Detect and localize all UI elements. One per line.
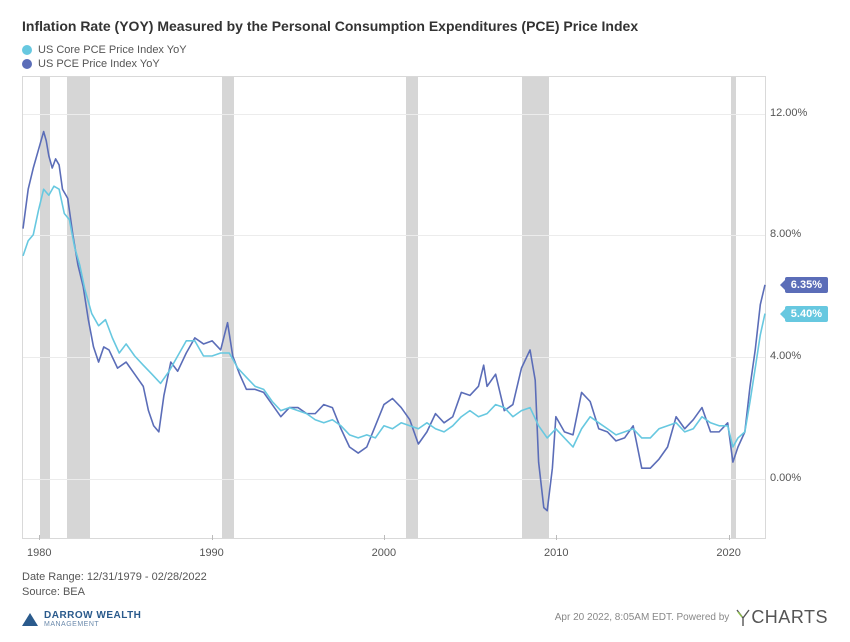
legend-swatch <box>22 45 32 55</box>
x-tick-mark <box>384 535 385 540</box>
series-line <box>23 186 765 447</box>
logo-line2: MANAGEMENT <box>44 621 141 628</box>
plot-area <box>22 76 766 539</box>
credit-line: Apr 20 2022, 8:05AM EDT. Powered by CHAR… <box>555 607 828 628</box>
line-svg <box>23 77 765 538</box>
y-axis-label: 12.00% <box>770 107 828 119</box>
legend-item-pce: US PCE Price Index YoY <box>22 58 828 70</box>
legend-label: US Core PCE Price Index YoY <box>38 44 187 56</box>
credit-text: Apr 20 2022, 8:05AM EDT. Powered by <box>555 612 730 623</box>
x-axis-label: 2020 <box>716 547 740 559</box>
legend-item-core-pce: US Core PCE Price Index YoY <box>22 44 828 56</box>
date-range-label: Date Range: 12/31/1979 - 02/28/2022 <box>22 571 828 583</box>
x-axis-label: 1990 <box>199 547 223 559</box>
logo-line1: DARROW WEALTH <box>44 610 141 621</box>
series-end-label: 6.35% <box>785 277 828 293</box>
ycharts-logo: CHARTS <box>735 607 828 628</box>
legend-label: US PCE Price Index YoY <box>38 58 160 70</box>
x-axis-label: 1980 <box>27 547 51 559</box>
darrow-logo: DARROW WEALTH MANAGEMENT <box>22 610 141 628</box>
x-tick-mark <box>39 535 40 540</box>
x-axis-label: 2010 <box>544 547 568 559</box>
series-line <box>23 132 765 511</box>
y-axis-label: 4.00% <box>770 350 828 362</box>
legend: US Core PCE Price Index YoY US PCE Price… <box>22 44 828 70</box>
y-axis-label: 0.00% <box>770 472 828 484</box>
series-end-label: 5.40% <box>785 306 828 322</box>
legend-swatch <box>22 59 32 69</box>
ycharts-text: CHARTS <box>751 607 828 628</box>
source-label: Source: BEA <box>22 586 828 598</box>
triangle-icon <box>22 613 38 626</box>
chart-title: Inflation Rate (YOY) Measured by the Per… <box>22 18 828 34</box>
y-icon <box>735 609 751 627</box>
x-tick-mark <box>729 535 730 540</box>
x-axis-label: 2000 <box>372 547 396 559</box>
y-axis-label: 8.00% <box>770 228 828 240</box>
x-tick-mark <box>556 535 557 540</box>
chart-area: 0.00% 4.00% 8.00% 12.00% 1980 1990 2000 2010 202… <box>22 76 828 563</box>
x-tick-mark <box>212 535 213 540</box>
